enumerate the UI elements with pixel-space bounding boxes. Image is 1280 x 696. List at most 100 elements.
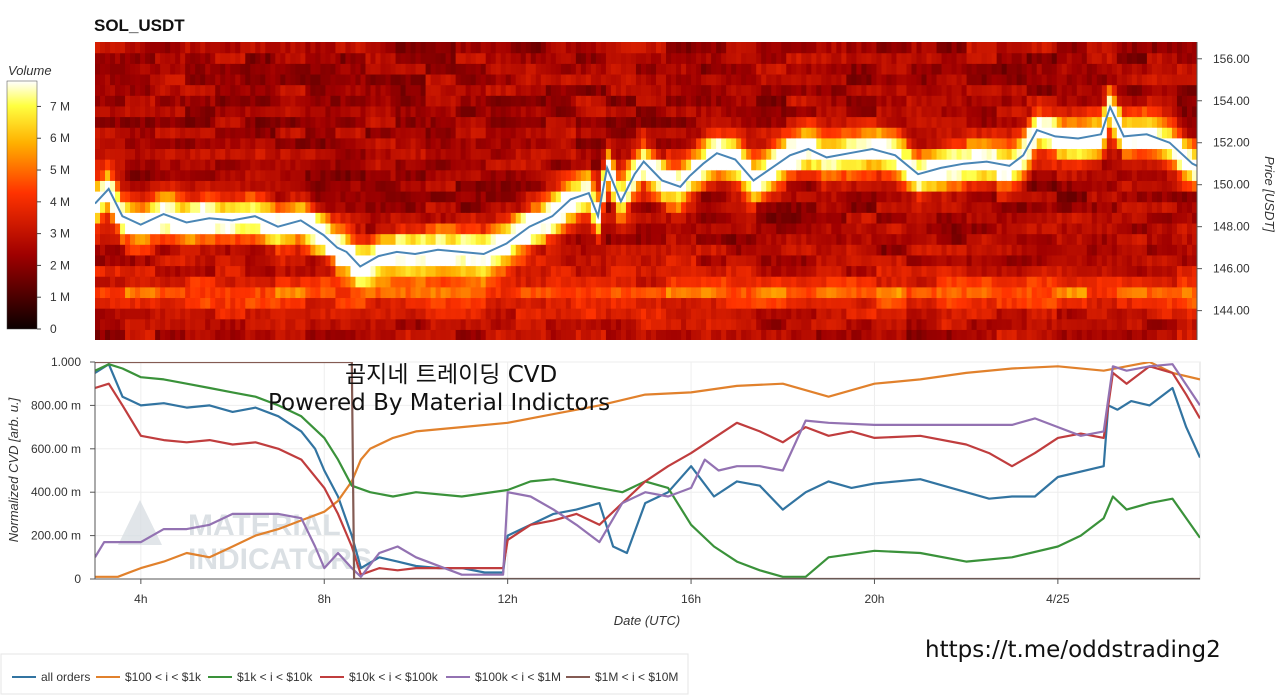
heatmap-cell (691, 329, 697, 340)
heatmap-cell (926, 222, 933, 235)
heatmap-cell (395, 127, 402, 139)
heatmap-cell (726, 127, 732, 139)
heatmap-cell (400, 63, 407, 75)
heatmap-cell (470, 148, 477, 160)
heatmap-cell (500, 254, 507, 267)
heatmap-cell (896, 137, 903, 150)
heatmap-cell (731, 222, 737, 235)
heatmap-cell (340, 159, 347, 171)
heatmap-cell (976, 159, 983, 171)
heatmap-cell (160, 63, 166, 75)
heatmap-cell (150, 95, 156, 107)
heatmap-cell (245, 201, 251, 213)
heatmap-cell (751, 52, 757, 64)
heatmap-cell (891, 276, 898, 288)
heatmap-cell (791, 84, 797, 96)
heatmap-cell (565, 159, 572, 171)
heatmap-cell (761, 265, 767, 277)
heatmap-cell (325, 191, 332, 203)
heatmap-cell (445, 276, 452, 288)
heatmap-cell (701, 63, 707, 75)
heatmap-cell (420, 159, 427, 171)
heatmap-cell (766, 148, 772, 160)
heatmap-cell (305, 233, 311, 245)
heatmap-cell (430, 42, 437, 54)
heatmap-cell (395, 329, 402, 340)
heatmap-cell (806, 52, 812, 64)
heatmap-cell (661, 191, 667, 203)
heatmap-cell (330, 52, 337, 64)
heatmap-cell (766, 212, 772, 224)
heatmap-cell (951, 191, 958, 203)
heatmap-cell (445, 63, 452, 75)
heatmap-cell (105, 308, 111, 320)
heatmap-cell (686, 191, 692, 203)
heatmap-cell (851, 63, 857, 75)
heatmap-cell (871, 63, 878, 75)
heatmap-cell (751, 222, 757, 235)
heatmap-cell (971, 201, 978, 213)
heatmap-cell (796, 169, 802, 181)
heatmap-cell (861, 105, 867, 118)
heatmap-cell (265, 95, 271, 107)
heatmap-cell (550, 180, 557, 192)
heatmap-cell (515, 73, 522, 86)
heatmap-cell (931, 42, 938, 54)
heatmap-cell (661, 159, 667, 171)
heatmap-cell (776, 233, 782, 245)
heatmap-cell (375, 169, 382, 181)
heatmap-cell (360, 244, 367, 256)
heatmap-cell (630, 233, 637, 245)
heatmap-cell (620, 201, 627, 213)
heatmap-cell (891, 286, 898, 299)
heatmap-cell (656, 286, 662, 299)
heatmap-cell (691, 318, 697, 330)
heatmap-cell (205, 73, 211, 86)
heatmap-cell (766, 244, 772, 256)
heatmap-cell (285, 169, 291, 181)
heatmap-cell (781, 148, 787, 160)
heatmap-cell (510, 265, 517, 277)
heatmap-cell (716, 244, 722, 256)
heatmap-cell (465, 159, 472, 171)
heatmap-cell (125, 265, 131, 277)
heatmap-cell (540, 95, 547, 107)
heatmap-cell (630, 148, 637, 160)
heatmap-cell (100, 137, 106, 150)
heatmap-cell (100, 329, 106, 340)
heatmap-cell (510, 116, 517, 128)
heatmap-cell (841, 73, 847, 86)
heatmap-cell (300, 137, 306, 150)
heatmap-cell (550, 137, 557, 150)
heatmap-cell (320, 318, 327, 330)
heatmap-cell (395, 180, 402, 192)
heatmap-cell (861, 116, 867, 128)
heatmap-cell (746, 116, 752, 128)
heatmap-cell (475, 329, 482, 340)
heatmap-cell (140, 116, 146, 128)
heatmap-cell (696, 159, 702, 171)
heatmap-cell (931, 148, 938, 160)
heatmap-cell (841, 84, 847, 96)
heatmap-cell (831, 233, 837, 245)
heatmap-cell (330, 169, 337, 181)
heatmap-cell (355, 127, 362, 139)
heatmap-cell (635, 73, 642, 86)
heatmap-cell (450, 201, 457, 213)
heatmap-cell (866, 159, 873, 171)
heatmap-cell (821, 73, 827, 86)
heatmap-cell (756, 318, 762, 330)
heatmap-cell (140, 254, 146, 267)
heatmap-cell (325, 63, 332, 75)
heatmap-cell (205, 233, 211, 245)
heatmap-cell (150, 254, 156, 267)
heatmap-cell (310, 212, 316, 224)
heatmap-cell (635, 254, 642, 267)
heatmap-cell (726, 148, 732, 160)
heatmap-cell (225, 191, 231, 203)
heatmap-cell (340, 127, 347, 139)
heatmap-cell (821, 180, 827, 192)
heatmap-cell (520, 254, 527, 267)
heatmap-cell (565, 222, 572, 235)
heatmap-cell (175, 222, 181, 235)
